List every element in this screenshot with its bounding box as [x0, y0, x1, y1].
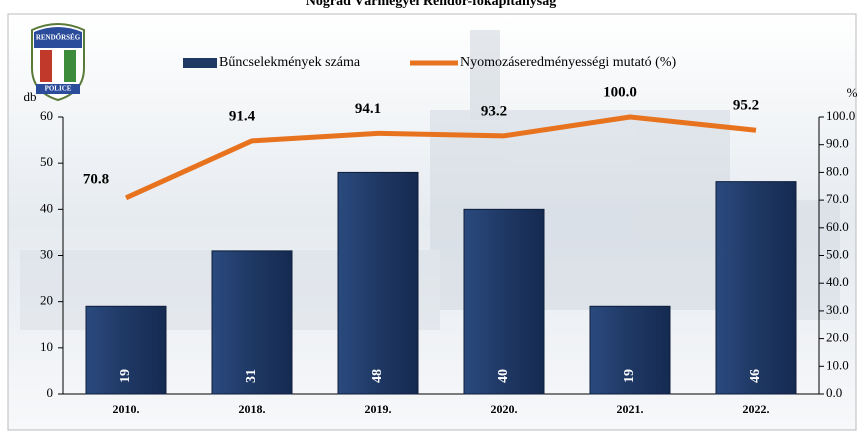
y-tick-label: 60 [40, 108, 53, 123]
y2-tick-label: 20.0 [826, 330, 849, 345]
y2-tick-label: 10.0 [826, 357, 849, 372]
x-tick-label: 2010. [113, 402, 140, 416]
y-tick-label: 20 [40, 293, 53, 308]
bar-value-label: 46 [748, 369, 763, 383]
x-tick-label: 2019. [365, 402, 392, 416]
line-value-label: 94.1 [355, 101, 381, 117]
bar [463, 208, 545, 395]
y2-tick-label: 30.0 [826, 302, 849, 317]
logo-text: POLICE [45, 85, 72, 93]
y2-tick-label: 100.0 [826, 108, 855, 123]
line-value-label: 93.2 [481, 103, 507, 119]
bar [85, 305, 167, 395]
y2-axis-label: % [847, 85, 858, 100]
y2-tick-label: 60.0 [826, 219, 849, 234]
y-tick-label: 50 [40, 154, 53, 169]
x-tick-label: 2022. [743, 402, 770, 416]
y2-tick-label: 80.0 [826, 163, 849, 178]
bar-value-label: 40 [496, 369, 511, 383]
y-tick-label: 10 [40, 339, 53, 354]
y-tick-label: 40 [40, 200, 53, 215]
bar-value-label: 19 [622, 369, 637, 383]
line-value-label: 91.4 [229, 108, 256, 124]
bar-value-label: 19 [118, 369, 133, 383]
line [124, 114, 757, 201]
y-tick-label: 0 [47, 385, 54, 400]
line-value-label: 100.0 [603, 84, 637, 100]
bar [211, 250, 293, 395]
legend-swatch [183, 58, 217, 68]
bar-value-label: 31 [244, 369, 259, 383]
logo: RENDŐRSÉG POLICE [31, 23, 85, 102]
bar [715, 181, 797, 395]
line-value-label: 70.8 [83, 171, 109, 187]
chart-title: Nógrád Vármegyei Rendőr-főkapitányság [306, 0, 556, 9]
x-tick-label: 2020. [491, 402, 518, 416]
y-tick-label: 30 [40, 246, 53, 261]
y2-tick-label: 40.0 [826, 274, 849, 289]
y2-tick-label: 0.0 [826, 385, 842, 400]
y2-tick-label: 90.0 [826, 136, 849, 151]
x-tick-label: 2018. [239, 402, 266, 416]
legend-label: Nyomozáseredményességi mutató (%) [460, 55, 676, 70]
logo-text: RENDŐRSÉG [36, 34, 81, 42]
bar [589, 305, 671, 395]
bar-value-label: 48 [370, 369, 385, 383]
bar [337, 171, 419, 395]
y2-tick-label: 70.0 [826, 191, 849, 206]
x-tick-label: 2021. [617, 402, 644, 416]
y2-tick-label: 50.0 [826, 246, 849, 261]
legend-label: Bűncselekmények száma [219, 55, 361, 70]
line-value-label: 95.2 [733, 98, 759, 114]
y-axis-label: db [24, 89, 37, 104]
